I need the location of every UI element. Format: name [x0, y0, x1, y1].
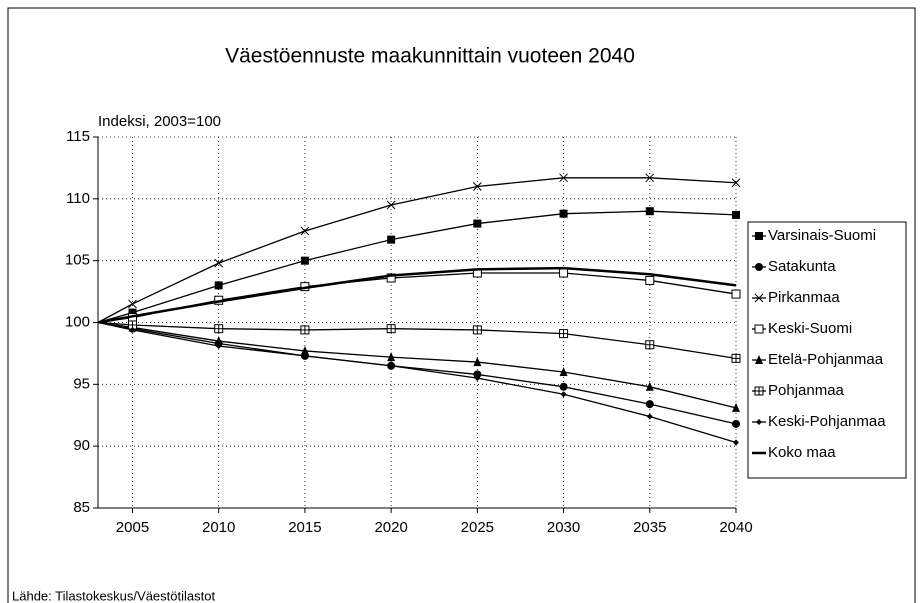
marker: [474, 375, 481, 382]
marker: [472, 182, 482, 191]
marker: [473, 357, 482, 367]
marker: [387, 235, 396, 244]
legend-marker: [755, 263, 763, 271]
y-tick-label: 90: [73, 437, 90, 454]
y-tick-label: 85: [73, 499, 90, 516]
marker: [646, 413, 653, 420]
y-tick-label: 115: [66, 128, 90, 145]
marker: [559, 268, 569, 278]
legend-label: Keski-Suomi: [768, 320, 852, 337]
source: Lähde: Tilastokeskus/Väestötilastot: [12, 588, 215, 603]
marker: [386, 324, 396, 334]
legend-label: Pohjanmaa: [768, 382, 845, 399]
y-tick-label: 95: [73, 375, 90, 392]
marker: [214, 324, 224, 334]
legend-box: [747, 221, 907, 479]
marker: [300, 256, 309, 265]
legend-label: Koko maa: [768, 444, 836, 461]
legend-label: Pirkanmaa: [768, 289, 840, 306]
marker: [473, 370, 482, 379]
y-tick-label: 105: [65, 252, 90, 269]
legend-label: Satakunta: [768, 258, 836, 275]
chart-title: Väestöennuste maakunnittain vuoteen 2040: [225, 45, 635, 68]
marker: [559, 209, 568, 218]
marker: [731, 178, 741, 188]
marker: [128, 308, 137, 317]
marker: [645, 381, 654, 391]
x-tick-label: 2010: [202, 519, 235, 536]
marker: [732, 210, 740, 219]
marker: [387, 352, 396, 362]
marker: [214, 281, 223, 290]
x-tick-label: 2025: [461, 519, 494, 536]
marker: [473, 219, 482, 228]
legend-label: Varsinais-Suomi: [768, 227, 876, 244]
marker: [300, 226, 310, 236]
legend-marker: [756, 419, 762, 425]
marker: [215, 342, 222, 349]
legend-marker: [754, 324, 764, 334]
marker: [300, 325, 310, 335]
marker: [214, 258, 224, 268]
marker: [645, 207, 654, 216]
x-tick-label: 2040: [719, 519, 752, 536]
marker: [559, 366, 568, 376]
y-tick-label: 100: [65, 313, 90, 330]
legend-marker: [755, 232, 763, 240]
marker: [128, 299, 137, 309]
marker: [560, 391, 567, 398]
marker: [559, 382, 568, 391]
marker: [731, 353, 741, 363]
marker: [388, 362, 395, 369]
marker: [386, 273, 396, 283]
x-tick-label: 2030: [547, 519, 580, 536]
y-tick-label: 110: [66, 190, 90, 207]
marker: [733, 439, 739, 446]
frame: [7, 7, 916, 603]
marker: [645, 340, 655, 350]
series-line: [97, 177, 737, 324]
marker: [732, 402, 740, 412]
series-line: [97, 321, 737, 409]
marker: [300, 345, 309, 355]
marker: [129, 326, 136, 333]
y-axis-label: Indeksi, 2003=100: [98, 113, 221, 130]
marker: [645, 275, 655, 285]
series-line: [97, 272, 737, 324]
marker: [214, 336, 223, 346]
marker: [559, 329, 569, 339]
marker: [559, 173, 568, 183]
marker: [731, 289, 741, 299]
legend-marker: [754, 293, 764, 303]
series-line: [97, 266, 737, 324]
series-line: [97, 321, 737, 444]
marker: [645, 173, 655, 183]
x-tick-label: 2035: [633, 519, 666, 536]
legend-label: Keski-Pohjanmaa: [768, 413, 886, 430]
x-tick-label: 2020: [374, 519, 407, 536]
marker: [386, 200, 396, 210]
marker: [301, 352, 308, 359]
marker: [472, 325, 482, 335]
marker: [732, 419, 740, 428]
x-tick-label: 2005: [116, 519, 149, 536]
legend-marker: [754, 386, 764, 396]
marker: [645, 400, 654, 409]
legend-marker: [755, 355, 763, 364]
legend-label: Etelä-Pohjanmaa: [768, 351, 884, 368]
x-tick-label: 2015: [288, 519, 321, 536]
series-line: [97, 321, 737, 360]
